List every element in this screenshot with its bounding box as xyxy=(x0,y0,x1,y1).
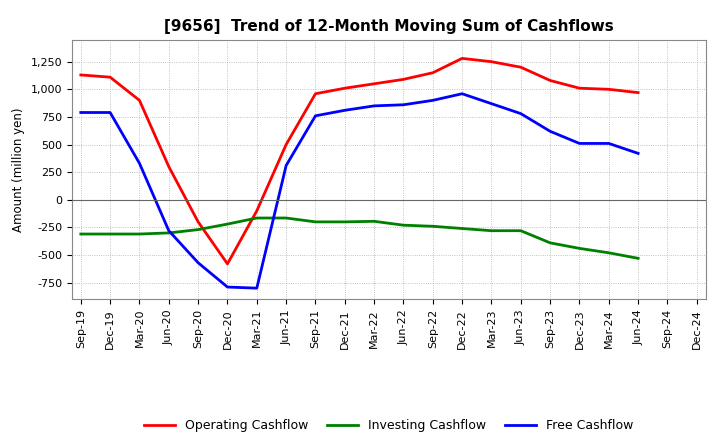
Line: Operating Cashflow: Operating Cashflow xyxy=(81,59,638,264)
Investing Cashflow xyxy=(76,231,85,237)
Operating Cashflow xyxy=(311,91,320,96)
Free Cashflow xyxy=(76,110,85,115)
Free Cashflow xyxy=(194,260,202,265)
Operating Cashflow xyxy=(546,78,554,83)
Operating Cashflow xyxy=(223,261,232,267)
Operating Cashflow xyxy=(634,90,642,95)
Investing Cashflow xyxy=(135,231,144,237)
Investing Cashflow xyxy=(428,224,437,229)
Free Cashflow xyxy=(341,108,349,113)
Free Cashflow xyxy=(106,110,114,115)
Free Cashflow xyxy=(164,228,173,233)
Operating Cashflow xyxy=(341,85,349,91)
Investing Cashflow xyxy=(194,227,202,232)
Y-axis label: Amount (million yen): Amount (million yen) xyxy=(12,107,25,231)
Investing Cashflow xyxy=(253,215,261,220)
Investing Cashflow xyxy=(311,219,320,224)
Investing Cashflow xyxy=(605,250,613,256)
Operating Cashflow xyxy=(458,56,467,61)
Title: [9656]  Trend of 12-Month Moving Sum of Cashflows: [9656] Trend of 12-Month Moving Sum of C… xyxy=(164,19,613,34)
Operating Cashflow xyxy=(135,98,144,103)
Investing Cashflow xyxy=(282,215,290,220)
Free Cashflow xyxy=(546,128,554,134)
Investing Cashflow xyxy=(106,231,114,237)
Free Cashflow xyxy=(575,141,584,146)
Free Cashflow xyxy=(135,161,144,166)
Operating Cashflow xyxy=(605,87,613,92)
Investing Cashflow xyxy=(575,246,584,251)
Free Cashflow xyxy=(516,111,525,116)
Operating Cashflow xyxy=(253,208,261,213)
Operating Cashflow xyxy=(194,219,202,224)
Investing Cashflow xyxy=(516,228,525,233)
Operating Cashflow xyxy=(516,65,525,70)
Operating Cashflow xyxy=(106,74,114,80)
Free Cashflow xyxy=(428,98,437,103)
Investing Cashflow xyxy=(546,240,554,246)
Line: Free Cashflow: Free Cashflow xyxy=(81,94,638,288)
Free Cashflow xyxy=(253,286,261,291)
Operating Cashflow xyxy=(164,164,173,169)
Free Cashflow xyxy=(458,91,467,96)
Free Cashflow xyxy=(223,284,232,290)
Legend: Operating Cashflow, Investing Cashflow, Free Cashflow: Operating Cashflow, Investing Cashflow, … xyxy=(139,414,639,437)
Free Cashflow xyxy=(311,113,320,118)
Operating Cashflow xyxy=(487,59,496,64)
Free Cashflow xyxy=(370,103,379,109)
Investing Cashflow xyxy=(164,230,173,235)
Free Cashflow xyxy=(634,151,642,156)
Investing Cashflow xyxy=(487,228,496,233)
Operating Cashflow xyxy=(575,85,584,91)
Operating Cashflow xyxy=(76,72,85,77)
Operating Cashflow xyxy=(370,81,379,86)
Investing Cashflow xyxy=(370,219,379,224)
Operating Cashflow xyxy=(428,70,437,75)
Line: Investing Cashflow: Investing Cashflow xyxy=(81,218,638,258)
Free Cashflow xyxy=(282,163,290,168)
Investing Cashflow xyxy=(458,226,467,231)
Investing Cashflow xyxy=(341,219,349,224)
Operating Cashflow xyxy=(399,77,408,82)
Investing Cashflow xyxy=(634,256,642,261)
Free Cashflow xyxy=(605,141,613,146)
Investing Cashflow xyxy=(223,221,232,227)
Investing Cashflow xyxy=(399,223,408,228)
Operating Cashflow xyxy=(282,142,290,147)
Free Cashflow xyxy=(399,102,408,107)
Free Cashflow xyxy=(487,101,496,106)
